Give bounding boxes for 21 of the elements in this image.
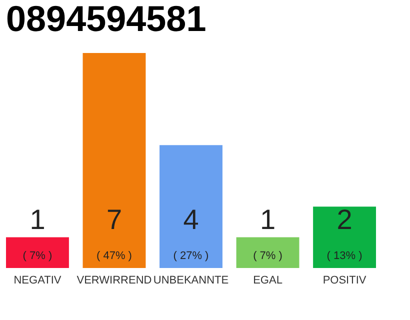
data-label: 7 bbox=[106, 204, 122, 235]
x-tick-label: EGAL bbox=[253, 274, 282, 286]
annotation: ( 13% ) bbox=[326, 250, 362, 262]
x-tick-label: POSITIV bbox=[322, 274, 367, 286]
annotation: ( 7% ) bbox=[253, 250, 282, 262]
x-tick-label: VERWIRREND bbox=[76, 274, 152, 286]
chart-title: 0894594581 bbox=[6, 0, 206, 39]
data-label: 4 bbox=[183, 204, 199, 235]
bar bbox=[160, 145, 222, 268]
bar bbox=[82, 53, 146, 268]
data-label: 2 bbox=[336, 204, 352, 235]
bar bbox=[236, 237, 300, 268]
data-label: 1 bbox=[260, 204, 276, 235]
annotation: ( 7% ) bbox=[22, 250, 52, 262]
x-tick-label: UNBEKANNTE bbox=[153, 274, 229, 286]
bar bbox=[313, 206, 376, 268]
x-tick-label: NEGATIV bbox=[14, 274, 62, 286]
annotation: ( 27% ) bbox=[173, 250, 209, 262]
annotation: ( 47% ) bbox=[96, 250, 132, 262]
bar bbox=[6, 237, 69, 268]
data-label: 1 bbox=[30, 204, 46, 235]
